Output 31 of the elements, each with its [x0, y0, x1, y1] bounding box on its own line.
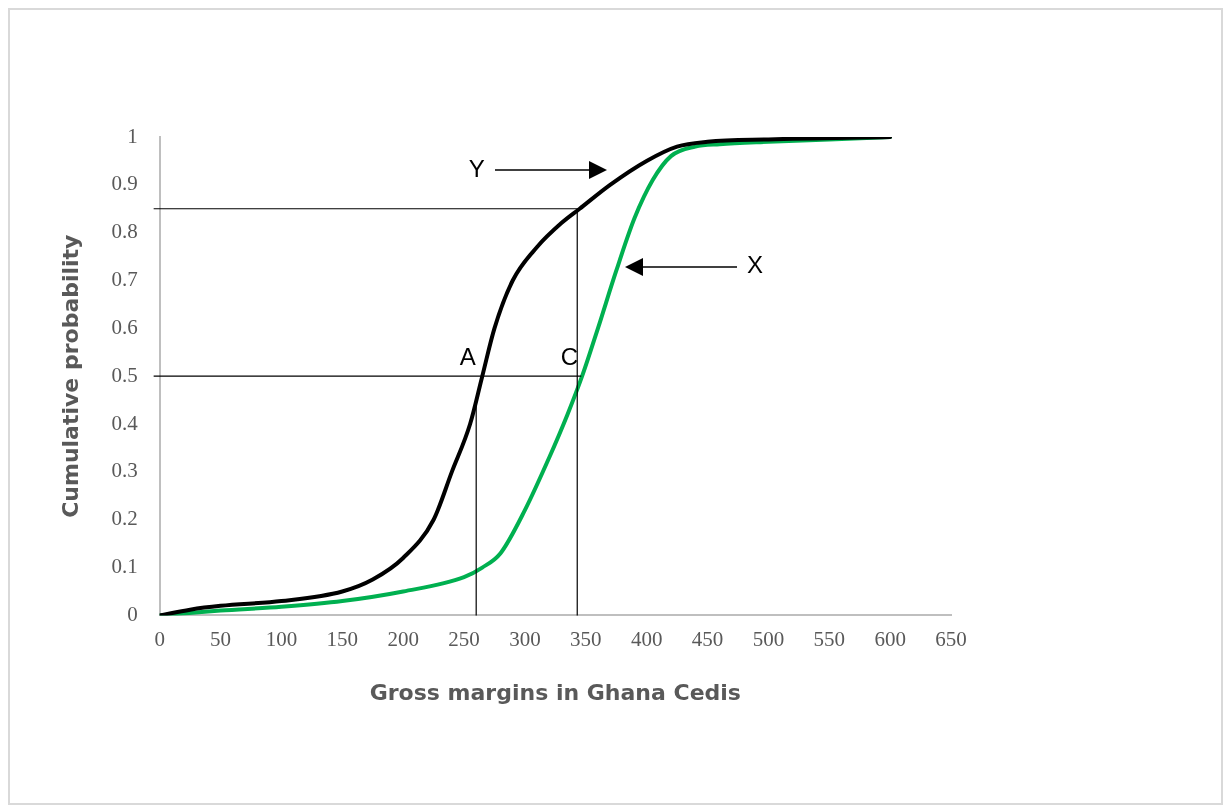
y-tick-label: 0.1 [111, 554, 138, 579]
y-tick-label: 0.2 [111, 506, 138, 531]
annotation: C [560, 342, 579, 370]
y-tick-label: 0.6 [111, 314, 138, 339]
x-tick-label: 250 [448, 626, 480, 651]
annotation: X [746, 251, 763, 279]
x-tick-label: 650 [935, 626, 967, 651]
x-axis-title: Gross margins in Ghana Cedis [369, 679, 741, 705]
x-tick-label: 50 [210, 626, 232, 651]
x-tick-label: 0 [154, 626, 165, 651]
x-tick-label: 450 [691, 626, 724, 651]
y-axis-title: Cumulative probability [57, 234, 83, 518]
y-tick-label: 0.5 [111, 362, 138, 387]
x-tick-label: 600 [874, 626, 906, 651]
x-tick-label: 200 [387, 626, 419, 651]
y-tick-label: 0 [127, 601, 138, 626]
y-tick-label: 0.7 [111, 267, 138, 292]
annotation: A [459, 342, 476, 370]
x-tick-label: 500 [752, 626, 785, 651]
y-tick-label: 1 [127, 123, 138, 148]
annotation: Y [468, 154, 485, 182]
y-tick-label: 0.3 [111, 458, 138, 483]
y-tick-label: 0.9 [111, 171, 138, 196]
x-tick-label: 400 [630, 626, 663, 651]
x-tick-label: 300 [509, 626, 541, 651]
x-tick-label: 350 [570, 626, 602, 651]
y-tick-label: 0.8 [111, 219, 138, 244]
y-tick-label: 0.4 [111, 410, 139, 435]
x-tick-label: 550 [813, 626, 845, 651]
x-tick-label: 100 [265, 626, 298, 651]
x-tick-label: 150 [326, 626, 359, 651]
